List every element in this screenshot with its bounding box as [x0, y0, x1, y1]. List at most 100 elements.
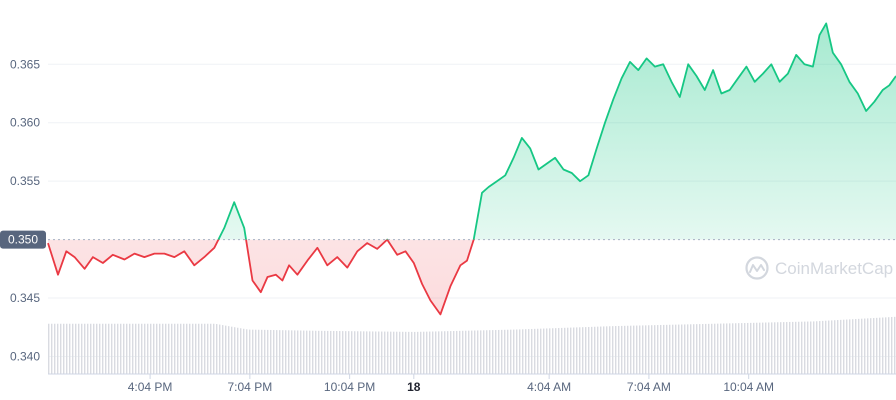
- volume-bar: [549, 328, 551, 374]
- area-fill: [48, 23, 896, 315]
- volume-bar: [888, 317, 890, 374]
- volume-bar: [318, 330, 320, 374]
- volume-bar: [255, 329, 257, 374]
- volume-bar: [288, 330, 290, 374]
- volume-bar: [426, 331, 428, 374]
- volume-bar: [603, 326, 605, 374]
- volume-bar: [660, 324, 662, 374]
- volume-bar: [129, 323, 131, 374]
- volume-bar: [795, 321, 797, 374]
- reference-line: 0.350: [0, 230, 896, 249]
- volume-bar: [540, 328, 542, 374]
- volume-bar: [810, 321, 812, 374]
- volume-bar: [771, 322, 773, 374]
- volume-bar: [753, 322, 755, 374]
- volume-bar: [216, 324, 218, 374]
- volume-bar: [252, 329, 254, 374]
- volume-bar: [102, 323, 104, 374]
- volume-bar: [327, 330, 329, 374]
- volume-bar: [705, 323, 707, 374]
- volume-bar: [708, 323, 710, 374]
- volume-bar: [234, 327, 236, 374]
- volume-bar: [561, 327, 563, 374]
- x-tick-label: 10:04 PM: [324, 380, 375, 394]
- volume-bar: [729, 323, 731, 374]
- volume-bar: [576, 327, 578, 374]
- volume-bar: [192, 323, 194, 374]
- volume-bar: [90, 323, 92, 374]
- volume-bar: [414, 331, 416, 374]
- volume-bar: [78, 323, 80, 374]
- volume-bar: [609, 326, 611, 374]
- price-line: [47, 22, 896, 316]
- volume-bar: [207, 323, 209, 374]
- volume-bar: [48, 323, 50, 374]
- volume-bar: [750, 322, 752, 374]
- volume-bar: [618, 325, 620, 374]
- volume-bar: [567, 327, 569, 374]
- reference-label: 0.350: [8, 233, 38, 247]
- volume-bar: [213, 323, 215, 374]
- volume-bar: [444, 331, 446, 374]
- volume-bar: [186, 323, 188, 374]
- volume-bar: [879, 317, 881, 374]
- volume-bar: [525, 329, 527, 374]
- volume-bar: [342, 331, 344, 374]
- volume-bar: [345, 331, 347, 374]
- volume-bar: [369, 331, 371, 374]
- volume-bar: [555, 328, 557, 374]
- volume-bar: [645, 325, 647, 374]
- volume-bar: [303, 330, 305, 374]
- volume-bar: [585, 327, 587, 374]
- volume-bar: [312, 330, 314, 374]
- volume-bar: [276, 330, 278, 374]
- volume-bar: [546, 328, 548, 374]
- volume-bar: [492, 330, 494, 374]
- volume-bar: [783, 322, 785, 374]
- volume-bar: [507, 329, 509, 374]
- volume-bar: [60, 323, 62, 374]
- volume-bar: [84, 323, 86, 374]
- volume-bar: [294, 330, 296, 374]
- volume-bar: [66, 323, 68, 374]
- volume-bar: [891, 317, 893, 374]
- volume-bar: [822, 320, 824, 374]
- volume-bar: [249, 329, 251, 374]
- volume-bar: [825, 320, 827, 374]
- volume-bar: [765, 322, 767, 374]
- volume-bar: [582, 327, 584, 374]
- volume-bar: [270, 329, 272, 374]
- volume-bar: [528, 329, 530, 374]
- volume-bars: [48, 316, 896, 375]
- volume-bar: [498, 329, 500, 374]
- volume-bar: [564, 327, 566, 374]
- volume-bar: [669, 324, 671, 374]
- volume-bar: [840, 319, 842, 374]
- volume-bar: [417, 331, 419, 374]
- volume-bar: [333, 330, 335, 374]
- volume-bar: [126, 323, 128, 374]
- volume-bar: [798, 321, 800, 374]
- volume-bar: [852, 319, 854, 374]
- volume-bar: [438, 331, 440, 374]
- volume-bar: [114, 323, 116, 374]
- volume-bar: [324, 330, 326, 374]
- volume-bar: [768, 322, 770, 374]
- volume-bar: [291, 330, 293, 374]
- volume-bar: [741, 323, 743, 374]
- volume-bar: [678, 324, 680, 374]
- volume-bar: [447, 331, 449, 374]
- volume-bar: [81, 323, 83, 374]
- volume-bar: [408, 331, 410, 374]
- volume-bar: [552, 328, 554, 374]
- volume-bar: [612, 326, 614, 374]
- volume-bar: [534, 328, 536, 374]
- volume-bar: [801, 321, 803, 374]
- volume-bar: [243, 328, 245, 374]
- volume-bar: [231, 326, 233, 374]
- volume-bar: [354, 331, 356, 374]
- volume-bar: [723, 323, 725, 374]
- volume-bar: [306, 330, 308, 374]
- volume-bar: [429, 331, 431, 374]
